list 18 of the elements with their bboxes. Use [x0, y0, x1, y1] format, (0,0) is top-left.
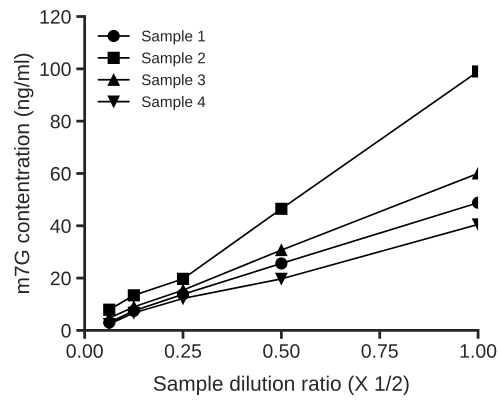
- x-axis-title: Sample dilution ratio (X 1/2): [154, 376, 409, 396]
- legend-label: Sample 2: [142, 52, 205, 66]
- y-tick-label: 60: [50, 166, 71, 181]
- x-tick-label: 0.50: [263, 344, 300, 358]
- x-tick-label: 0.00: [66, 344, 103, 358]
- y-axis-title: m7G contentration (ng/ml): [14, 54, 34, 294]
- x-tick-label: 1.00: [460, 344, 496, 358]
- legend-label: Sample 4: [142, 96, 206, 110]
- y-tick-label: 120: [40, 10, 71, 24]
- x-tick-label: 0.75: [362, 344, 398, 358]
- y-tick-label: 80: [50, 114, 71, 128]
- legend-label: Sample 3: [142, 74, 206, 88]
- y-tick-label: 0: [61, 324, 71, 338]
- y-tick-label: 20: [50, 272, 71, 286]
- y-tick-label: 40: [50, 219, 71, 234]
- y-tick-label: 100: [40, 62, 71, 76]
- x-tick-label: 0.25: [164, 344, 202, 358]
- legend-label: Sample 1: [142, 30, 205, 45]
